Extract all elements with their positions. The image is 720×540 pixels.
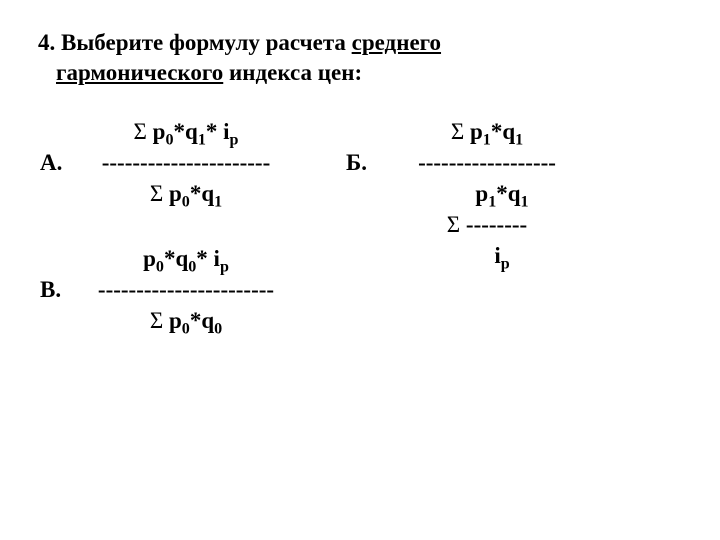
option-b: Σ p1*q1 Б. ------------------ p1*q1 Σ --… — [346, 116, 582, 271]
sigma-icon: Σ — [150, 181, 163, 206]
option-b-letter: Б. — [346, 147, 392, 178]
option-a-divider: ---------------------- — [86, 147, 286, 178]
sigma-icon: Σ — [451, 119, 464, 144]
options-container: Σ p0*q1* ip А. ---------------------- Σ … — [30, 116, 690, 346]
heading-part1: 4. Выберите формулу расчета — [38, 30, 352, 55]
sigma-icon: Σ — [150, 308, 163, 333]
option-b-divider: ------------------ — [392, 147, 582, 178]
option-a: Σ p0*q1* ip А. ---------------------- Σ … — [40, 116, 286, 209]
sigma-icon: Σ — [447, 212, 460, 237]
sigma-icon: Σ — [134, 119, 147, 144]
option-v: p0*q0* ip В. ----------------------- Σ p… — [40, 243, 286, 336]
right-column: Σ p1*q1 Б. ------------------ p1*q1 Σ --… — [346, 116, 582, 346]
heading-underlined-1: среднего — [352, 30, 441, 55]
option-v-divider: ----------------------- — [86, 274, 286, 305]
option-a-letter: А. — [40, 147, 86, 178]
option-v-letter: В. — [40, 274, 86, 305]
question-heading: 4. Выберите формулу расчета среднего гар… — [30, 28, 690, 88]
heading-underlined-2: гармонического — [56, 60, 223, 85]
heading-part4: индекса цен: — [223, 60, 362, 85]
left-column: Σ p0*q1* ip А. ---------------------- Σ … — [40, 116, 286, 346]
